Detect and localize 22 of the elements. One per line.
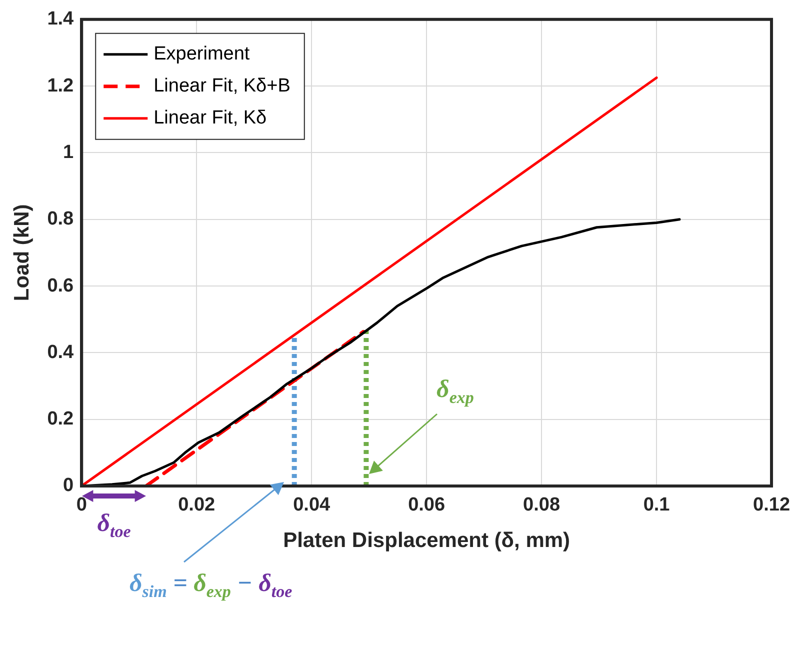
y-tick-label: 1.4 xyxy=(47,8,74,30)
y-tick-label: 0.6 xyxy=(47,275,74,296)
text: δ$_{toe}$ xyxy=(97,510,131,542)
x-tick-label: 0.06 xyxy=(408,494,446,516)
annotation: δ$_{exp}$ xyxy=(436,376,474,408)
x-axis-title: Platen Displacement (δ, mm) xyxy=(283,529,570,552)
legend-label: Linear Fit, Kδ+B xyxy=(154,76,290,97)
x-tick-label: 0.12 xyxy=(753,494,790,516)
y-tick-label: 1.2 xyxy=(47,75,74,96)
y-tick-label: 0.2 xyxy=(47,408,74,430)
x-tick-label: 0.02 xyxy=(178,494,216,516)
x-tick-label: 0.08 xyxy=(523,494,560,516)
text: δ$_{sim}$ = δ$_{exp}$ − δ$_{toe}$ xyxy=(129,570,292,602)
y-tick-label: 0.8 xyxy=(47,208,74,230)
x-tick-label: 0.04 xyxy=(293,494,330,516)
y-axis-title: Load (kN) xyxy=(10,204,34,302)
y-tick-label: 1 xyxy=(63,142,74,163)
legend-label: Experiment xyxy=(154,44,250,65)
x-tick-label: 0.1 xyxy=(643,494,670,516)
y-tick-label: 0.4 xyxy=(47,342,74,363)
legend-label: Linear Fit, Kδ xyxy=(154,108,267,129)
y-tick-label: 0 xyxy=(63,475,74,496)
